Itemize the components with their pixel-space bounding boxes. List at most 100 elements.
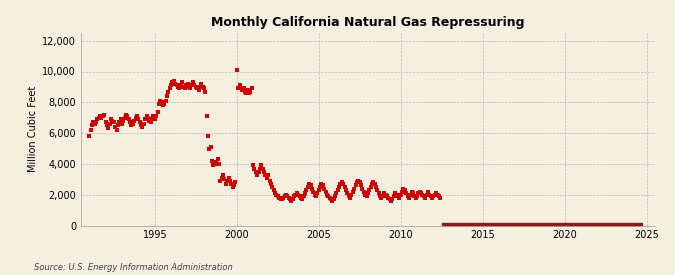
Point [138,122,149,126]
Point [361,194,372,199]
Point [424,192,435,197]
Point [348,189,358,194]
Point [219,177,230,182]
Point [242,88,253,92]
Point [272,194,283,199]
Point [289,194,300,199]
Point [151,114,161,118]
Point [149,117,160,122]
Point [435,196,446,200]
Point [409,194,420,199]
Point [323,194,333,199]
Text: Source: U.S. Energy Information Administration: Source: U.S. Energy Information Administ… [34,263,232,272]
Point [197,85,208,89]
Point [396,192,406,197]
Point [305,183,316,188]
Point [410,196,421,200]
Point [279,194,290,199]
Point [281,192,292,197]
Point [353,179,364,183]
Point [227,185,238,189]
Point [277,197,288,202]
Point [148,114,159,118]
Point [105,117,116,122]
Point [208,163,219,168]
Point [356,183,367,188]
Point [308,189,319,194]
Point [271,192,281,197]
Point [385,199,396,203]
Point [110,125,121,129]
Point [428,194,439,199]
Point [177,80,188,84]
Point [321,192,332,197]
Point [364,188,375,192]
Point [310,194,321,199]
Point [119,116,130,120]
Point [125,120,136,125]
Point [306,186,317,191]
Point [117,122,128,126]
Point [202,134,213,138]
Point [346,192,357,197]
Point [331,191,342,195]
Point [405,192,416,197]
Point [254,166,265,171]
Point [257,166,268,171]
Point [230,180,241,185]
Point [392,194,403,199]
Point [292,191,302,195]
Point [340,185,350,189]
Point [376,196,387,200]
Point [126,123,137,128]
Point [319,186,329,191]
Point [282,194,293,199]
Point [152,109,163,114]
Point [226,182,237,186]
Point [204,146,215,151]
Point [354,180,365,185]
Point [188,80,198,84]
Point [341,188,352,192]
Point [220,182,231,186]
Point [166,83,177,87]
Point [263,172,273,177]
Point [249,166,260,171]
Point [421,192,432,197]
Point [223,175,234,180]
Point [390,191,401,195]
Point [350,183,361,188]
Point [169,79,180,83]
Point [218,172,229,177]
Point [416,191,427,195]
Point [316,182,327,186]
Point [284,196,294,200]
Point [312,191,323,195]
Point [417,192,428,197]
Point [333,188,344,192]
Point [404,196,414,200]
Point [194,85,205,89]
Point [192,86,202,91]
Point [212,157,223,161]
Point [267,185,277,189]
Point [408,191,418,195]
Point [367,182,377,186]
Point [95,114,105,118]
Point [309,192,320,197]
Point [174,86,185,91]
Point [240,89,250,94]
Point [324,196,335,200]
Point [97,114,108,118]
Point [398,186,409,191]
Point [244,91,254,95]
Point [342,191,353,195]
Point [250,169,261,174]
Point [118,119,129,123]
Point [161,98,171,103]
Point [113,123,124,128]
Point [328,197,339,202]
Point [261,175,272,180]
Point [375,194,385,199]
Point [93,116,104,120]
